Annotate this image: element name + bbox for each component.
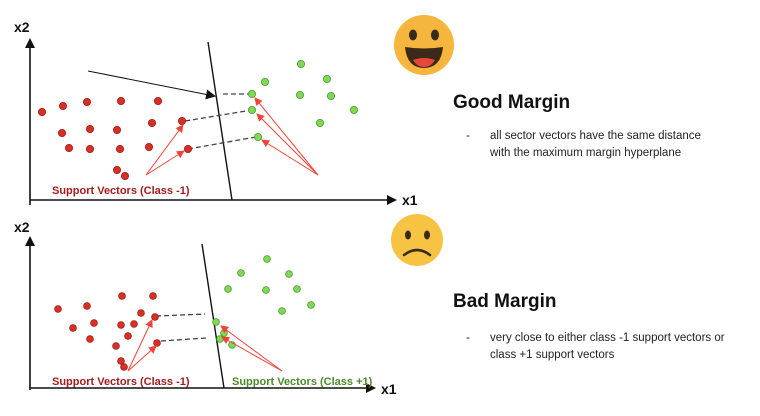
top-y-axis-label: x2: [14, 19, 30, 35]
class-plus-1-point: [260, 78, 269, 87]
bottom-support-vectors-label-right: Support Vectors (Class +1): [232, 376, 373, 388]
class-minus-1-point: [137, 309, 145, 317]
bad-margin-description-line-2: class +1 support vectors: [490, 349, 615, 361]
bottom-class-minus-1-points: [54, 292, 161, 371]
class-minus-1-point: [117, 357, 125, 365]
good-margin-heading: Good Margin: [453, 92, 571, 113]
class-plus-1-point: [315, 119, 324, 128]
top-margin-line: [184, 109, 253, 122]
class-minus-1-point: [124, 332, 132, 340]
top-sv-arrow: [145, 150, 185, 176]
good-margin-description-line-2: with the maximum margin hyperplane: [490, 147, 682, 159]
class-minus-1-point: [120, 363, 128, 371]
bottom-sv-arrow: [127, 345, 157, 372]
class-minus-1-point: [149, 292, 157, 300]
class-minus-1-point: [58, 128, 67, 137]
top-margin-line: [187, 136, 257, 150]
happy-face-icon: [394, 15, 454, 75]
bottom-sv-arrow: [221, 336, 283, 372]
bottom-y-axis-label: x2: [14, 219, 30, 235]
class-plus-1-point: [322, 75, 331, 84]
class-minus-1-point: [86, 335, 94, 343]
bottom-sv-arrow: [127, 319, 153, 372]
top-sv-arrow: [256, 113, 319, 176]
class-minus-1-point: [59, 102, 68, 111]
class-plus-1-point: [216, 335, 224, 343]
bottom-panel: x2 x1 Support Vectors (Class -1) Support…: [14, 214, 443, 397]
class-plus-1-point: [326, 92, 335, 101]
class-minus-1-point: [118, 292, 126, 300]
top-class-plus-1-points: [247, 60, 358, 141]
bad-margin-bullet: -: [466, 330, 470, 344]
class-minus-1-point: [86, 125, 95, 134]
class-plus-1-point: [307, 301, 315, 309]
class-minus-1-point: [121, 171, 130, 180]
class-minus-1-point: [117, 97, 126, 106]
top-sv-arrow: [145, 124, 184, 176]
class-minus-1-point: [130, 320, 138, 328]
bottom-support-vectors-label-left: Support Vectors (Class -1): [52, 376, 190, 388]
class-plus-1-point: [247, 106, 256, 115]
class-minus-1-point: [65, 143, 74, 152]
class-plus-1-point: [262, 286, 270, 294]
class-plus-1-point: [293, 285, 301, 293]
top-sv-arrow: [254, 97, 319, 176]
class-minus-1-point: [151, 313, 159, 321]
class-plus-1-point: [263, 255, 271, 263]
class-minus-1-point: [83, 302, 91, 310]
top-support-vectors-label: Support Vectors (Class -1): [52, 185, 190, 197]
class-plus-1-point: [247, 90, 256, 99]
class-minus-1-point: [116, 144, 125, 153]
class-minus-1-point: [112, 342, 120, 350]
top-hyperplane: [207, 41, 233, 201]
class-plus-1-point: [253, 132, 262, 141]
class-minus-1-point: [113, 126, 122, 135]
top-panel: x2 x1 Support Vectors (Class -1): [14, 15, 454, 208]
class-minus-1-point: [117, 321, 125, 329]
top-pointer-arrow: [87, 70, 216, 100]
top-sv-arrow: [261, 139, 319, 176]
class-plus-1-point: [278, 307, 286, 315]
bottom-margin-line: [160, 337, 207, 342]
class-minus-1-point: [183, 144, 192, 153]
bad-margin-heading: Bad Margin: [453, 291, 557, 312]
top-x-axis-label: x1: [402, 192, 418, 208]
class-plus-1-point: [295, 91, 304, 100]
class-minus-1-point: [83, 98, 92, 107]
class-minus-1-point: [147, 119, 156, 128]
bottom-sv-arrow: [220, 325, 283, 372]
good-margin-description-line-1: all sector vectors have the same distanc…: [490, 130, 701, 142]
class-minus-1-point: [113, 165, 122, 174]
sad-face-icon: [391, 214, 443, 266]
bottom-class-plus-1-points: [212, 255, 315, 349]
class-plus-1-point: [349, 106, 358, 115]
good-margin-bullet: -: [466, 128, 470, 142]
top-class-minus-1-points: [38, 97, 192, 180]
class-plus-1-point: [237, 269, 245, 277]
class-minus-1-point: [177, 117, 186, 126]
class-minus-1-point: [144, 142, 153, 151]
class-minus-1-point: [153, 97, 162, 106]
class-minus-1-point: [86, 144, 95, 153]
class-plus-1-point: [212, 318, 220, 326]
class-minus-1-point: [38, 108, 47, 117]
class-minus-1-point: [153, 339, 161, 347]
class-plus-1-point: [224, 285, 232, 293]
class-plus-1-point: [285, 270, 293, 278]
class-minus-1-point: [54, 305, 62, 313]
class-plus-1-point: [296, 60, 305, 69]
class-plus-1-point: [220, 329, 228, 337]
class-minus-1-point: [69, 324, 77, 332]
bad-margin-description-line-1: very close to either class -1 support ve…: [490, 332, 725, 344]
class-minus-1-point: [90, 319, 98, 327]
bottom-margin-line: [155, 313, 206, 317]
bottom-x-axis-label: x1: [381, 381, 397, 397]
bottom-hyperplane: [201, 243, 225, 389]
